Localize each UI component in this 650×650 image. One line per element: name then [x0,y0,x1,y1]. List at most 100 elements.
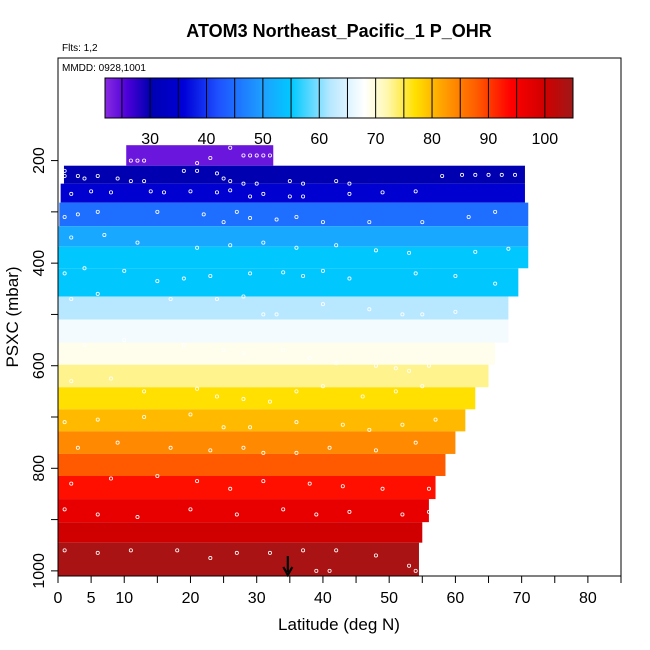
sample-point [248,194,253,199]
heatmap-cell-17 [58,522,423,543]
sample-point [95,291,100,296]
sample-point [267,550,272,555]
heatmap-cell-8 [58,319,509,343]
colorbar-tick-label: 60 [310,131,328,148]
colorbar: 30 40 50 60 70 80 90 100 [104,77,574,148]
sample-point [248,153,253,158]
sample-point [195,161,200,166]
heatmap-cell-9 [58,342,496,365]
y-axis-label: PSXC (mbar) [3,266,22,367]
sample-point [334,361,339,366]
sample-point [62,214,67,219]
sample-point [413,440,418,445]
sample-point [261,312,266,317]
sample-point [413,189,418,194]
sample-point [426,486,431,491]
x-axis-label: Latitude (deg N) [278,615,400,634]
heatmap-cell-1 [63,165,525,184]
sample-point [314,512,319,517]
heatmap-cell-6 [58,268,519,297]
sample-point [499,172,504,177]
sample-point [526,172,531,177]
x-tick-label: 80 [579,590,597,607]
sample-point [248,425,253,430]
y-tick-label: 400 [31,250,48,277]
sample-point [274,217,279,222]
sample-point [234,550,239,555]
sample-point [254,181,259,186]
colorbar-tick-label: 100 [531,131,558,148]
flights-note: Flts: 1,2 [62,43,98,54]
sample-point [327,568,332,573]
chart-title: ATOM3 Northeast_Pacific_1 P_OHR [186,21,491,41]
sample-point [393,366,398,371]
sample-point [301,548,306,553]
sample-point [228,179,233,184]
sample-point [69,235,74,240]
sample-point [267,399,272,404]
x-tick-label: 40 [314,590,332,607]
sample-point [195,386,200,391]
sample-point [347,276,352,281]
sample-point [108,476,113,481]
sample-point [82,176,87,181]
y-tick-label: 1000 [31,553,48,589]
sample-point [75,445,80,450]
y-tick-label: 200 [31,147,48,174]
sample-point [420,384,425,389]
sample-point [248,216,253,221]
x-tick-label: 10 [115,590,133,607]
sample-point [62,168,67,173]
sample-point [155,209,160,214]
sample-point [62,173,67,178]
sample-point [248,271,253,276]
sample-point [400,512,405,517]
x-tick-label: 50 [380,590,398,607]
sample-point [453,309,458,314]
sample-point [407,563,412,568]
sample-point [221,220,226,225]
sample-point [340,422,345,427]
sample-point [380,486,385,491]
colorbar-tick-label: 30 [141,131,159,148]
sample-point [181,168,186,173]
sample-point [95,512,100,517]
heatmap-layer [58,145,529,576]
sample-point [214,190,219,195]
sample-point [493,209,498,214]
sample-point [420,312,425,317]
sample-point [188,507,193,512]
sample-point [69,379,74,384]
sample-point [241,153,246,158]
sample-point [347,181,352,186]
sample-point [307,356,312,361]
sample-point [69,297,74,302]
sample-point [373,363,378,368]
sample-point [221,348,226,353]
sample-point [347,509,352,514]
sample-point [69,481,74,486]
sample-point [181,276,186,281]
sample-point [122,338,127,343]
heatmap-cell-18 [58,542,419,576]
sample-point [188,412,193,417]
colorbar-tick-label: 50 [254,131,272,148]
heatmap-cell-15 [58,475,436,500]
sample-point [334,179,339,184]
sample-point [466,214,471,219]
sample-point [142,389,147,394]
sample-point [320,268,325,273]
colorbar-tick-label: 40 [198,131,216,148]
sample-point [82,343,87,348]
sample-point [75,212,80,217]
sample-point [115,440,120,445]
sample-point [95,209,100,214]
sample-point [267,153,272,158]
sample-point [367,220,372,225]
sample-point [102,232,107,237]
y-axis: 200 400 600 800 1000 [31,147,58,589]
sample-point [62,271,67,276]
sample-points-layer [62,145,531,573]
sample-point [274,153,279,158]
heatmap-cell-5 [58,246,529,269]
